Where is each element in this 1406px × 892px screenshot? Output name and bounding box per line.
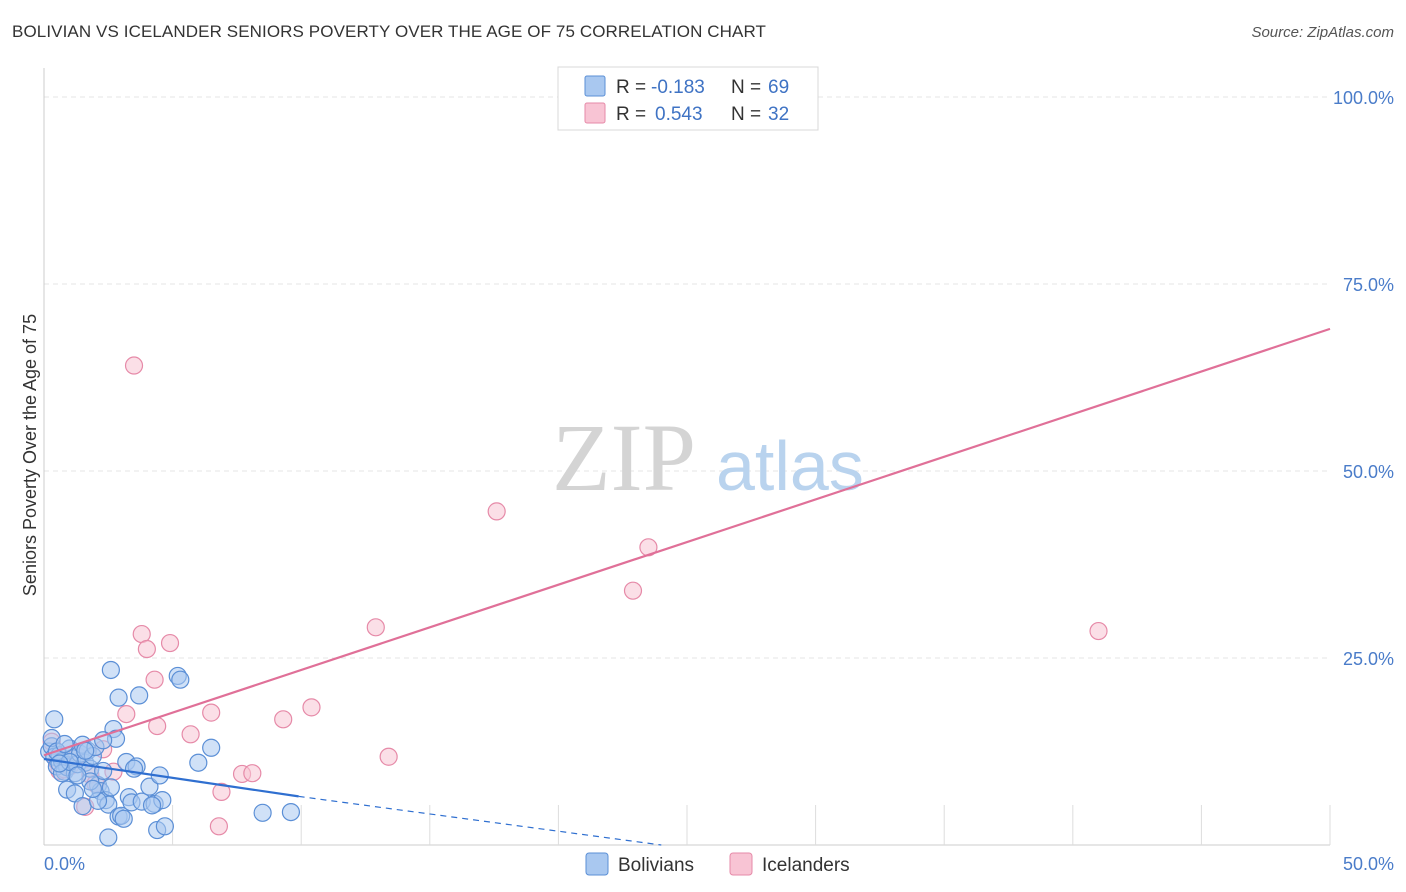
bolivians-point [124, 759, 144, 778]
series-legend-label-bolivians: Bolivians [618, 855, 694, 876]
legend-n-value-icelanders: 32 [768, 104, 789, 125]
icelanders-point [212, 782, 231, 801]
bolivians-point [101, 778, 120, 797]
legend-n-value-bolivians: 69 [768, 77, 789, 98]
bolivians-point [142, 796, 162, 815]
bolivians-point [109, 688, 128, 707]
bolivians-point [281, 802, 301, 822]
y-tick-labels: 25.0% 50.0% 75.0% 100.0% [1333, 88, 1394, 669]
grid [44, 96, 1330, 659]
y-tick-label-2: 75.0% [1343, 275, 1394, 295]
bolivians-point [171, 670, 190, 689]
y-tick-label-1: 50.0% [1343, 462, 1394, 482]
trend-lines [43, 327, 1331, 846]
bolivians-point [73, 797, 92, 816]
icelanders-point [160, 633, 180, 653]
legend-swatch-bolivians [584, 75, 606, 97]
icelanders-point [302, 698, 321, 717]
icelanders-point [487, 502, 506, 521]
legend-r-value-icelanders: 0.543 [655, 104, 703, 125]
series-legend-swatch-bolivians [585, 852, 609, 876]
icelanders-point [209, 817, 228, 836]
bolivians-point [45, 710, 64, 729]
bolivians-trend-extension [298, 795, 662, 846]
bolivians-point [55, 734, 74, 754]
legend-n-label-icelanders: N = [731, 104, 761, 125]
bolivians-point [101, 660, 120, 680]
y-axis-title: Seniors Poverty Over the Age of 75 [20, 314, 40, 596]
bolivians-point [140, 777, 159, 796]
axes [43, 68, 1331, 846]
y-tick-label-0: 25.0% [1343, 649, 1394, 669]
series-legend-label-icelanders: Icelanders [762, 855, 850, 876]
bolivians-point [155, 817, 174, 836]
source-label: Source: ZipAtlas.com [1251, 24, 1394, 41]
icelanders-point [379, 747, 398, 766]
bolivians-point [83, 779, 102, 799]
series-legend-swatch-icelanders [729, 852, 753, 876]
icelanders-point [366, 618, 385, 637]
x-tick-label-max: 50.0% [1343, 854, 1394, 874]
legend-swatch-icelanders [584, 102, 606, 124]
y-tick-label-3: 100.0% [1333, 88, 1394, 108]
icelanders-point [137, 639, 156, 659]
x-tick-label-min: 0.0% [44, 854, 85, 874]
icelanders-point [124, 356, 144, 375]
legend-r-label-icelanders: R = [616, 104, 646, 125]
icelanders-point [145, 670, 164, 689]
stats-legend: R = -0.183 N = 69 R = 0.543 N = 32 [557, 66, 819, 131]
icelanders-point [274, 710, 293, 729]
watermark-atlas: atlas [716, 427, 864, 505]
bolivians-point [130, 686, 149, 705]
bolivians-point [114, 809, 133, 828]
bolivians-point [253, 803, 272, 822]
bolivians-trend-line [43, 757, 299, 798]
icelanders-trend-line [43, 327, 1331, 757]
bolivians-point [202, 738, 221, 757]
icelanders-point [623, 581, 643, 600]
watermark-zip: ZIP [552, 404, 696, 511]
legend-r-label-bolivians: R = [616, 77, 646, 98]
icelanders-point [117, 704, 136, 724]
icelanders-point [1089, 621, 1108, 641]
bolivians-point [189, 753, 208, 772]
icelanders-point [181, 725, 200, 744]
bolivians-series [40, 660, 301, 847]
bolivians-point [76, 741, 95, 760]
icelanders-point [202, 703, 221, 722]
bolivians-point [50, 754, 69, 773]
series-legend: Bolivians Icelanders [585, 852, 850, 876]
bolivians-point [99, 828, 118, 847]
chart-title: BOLIVIAN VS ICELANDER SENIORS POVERTY OV… [12, 22, 767, 41]
icelanders-point [243, 764, 262, 783]
legend-n-label-bolivians: N = [731, 77, 761, 98]
legend-r-value-bolivians: -0.183 [651, 77, 705, 98]
bolivians-point [68, 766, 87, 785]
